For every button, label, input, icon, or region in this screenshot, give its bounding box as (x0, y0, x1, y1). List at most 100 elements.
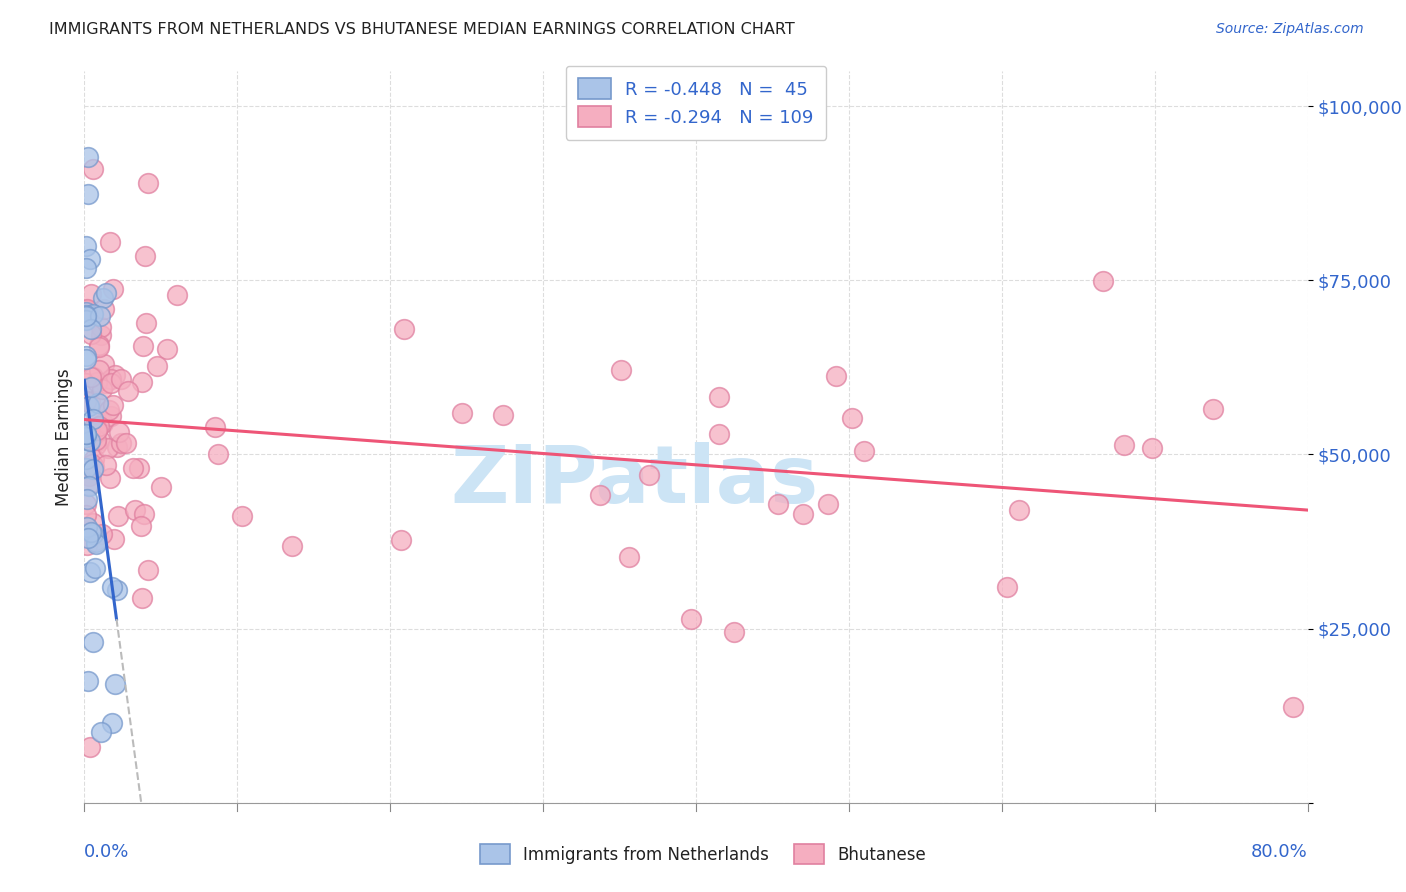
Point (75, 427, 97, 442)
Point (108, 425, 131, 440)
Point (617, 549, 640, 564)
Point (84, 433, 107, 447)
Y-axis label: Median Earnings: Median Earnings (55, 368, 73, 506)
Point (76, 673, 98, 688)
Point (84, 395, 107, 409)
Point (82, 307, 104, 321)
Point (723, 624, 745, 639)
Text: Source: ZipAtlas.com: Source: ZipAtlas.com (1216, 22, 1364, 37)
Point (96, 458, 118, 472)
Point (83, 452, 105, 467)
Point (1008, 503, 1031, 517)
Point (82, 516, 104, 530)
Point (80, 380, 103, 394)
Point (80, 369, 103, 384)
Point (75, 427, 97, 442)
Point (136, 563, 159, 577)
Point (79, 740, 101, 755)
Point (110, 372, 132, 386)
Point (80, 326, 103, 341)
Point (87, 338, 110, 352)
Point (1114, 437, 1136, 451)
Point (100, 409, 122, 424)
Point (77, 400, 100, 414)
Point (82, 462, 104, 476)
Text: 0.0%: 0.0% (84, 843, 129, 861)
Point (76, 301, 98, 316)
Point (75, 260, 97, 275)
Point (103, 533, 125, 547)
Point (91, 526, 114, 541)
Point (79, 566, 101, 580)
Point (87, 363, 110, 377)
Point (853, 444, 876, 458)
Point (492, 408, 515, 422)
Point (90, 319, 112, 334)
Point (79, 434, 101, 448)
Point (117, 384, 139, 399)
Point (76, 491, 98, 506)
Point (98, 403, 121, 417)
Point (76, 477, 98, 491)
Point (105, 440, 128, 454)
Point (79, 394, 101, 409)
Point (82, 412, 104, 426)
Point (90, 382, 112, 396)
Point (825, 369, 848, 384)
Point (281, 539, 304, 553)
Point (204, 420, 226, 434)
Point (638, 467, 661, 482)
Point (134, 249, 156, 263)
Point (103, 399, 125, 413)
Point (100, 372, 122, 386)
Point (132, 507, 155, 521)
Point (77, 479, 100, 493)
Point (100, 376, 122, 390)
Point (76, 150, 98, 164)
Point (75, 308, 97, 322)
Point (131, 591, 153, 606)
Point (84, 533, 107, 547)
Point (77, 530, 100, 544)
Point (75, 239, 97, 253)
Point (135, 316, 157, 330)
Point (75, 376, 97, 391)
Text: IMMIGRANTS FROM NETHERLANDS VS BHUTANESE MEDIAN EARNINGS CORRELATION CHART: IMMIGRANTS FROM NETHERLANDS VS BHUTANESE… (49, 22, 794, 37)
Point (792, 508, 814, 522)
Point (589, 488, 612, 502)
Point (75, 305, 97, 319)
Point (75, 302, 97, 317)
Point (75, 352, 97, 367)
Point (76, 187, 98, 202)
Point (82, 526, 104, 541)
Point (709, 427, 731, 442)
Point (75, 349, 97, 363)
Point (82, 162, 104, 177)
Legend: Immigrants from Netherlands, Bhutanese: Immigrants from Netherlands, Bhutanese (474, 838, 932, 871)
Point (89, 418, 111, 433)
Point (1202, 401, 1225, 416)
Point (75, 508, 97, 522)
Point (87, 396, 110, 410)
Point (93, 357, 115, 371)
Point (681, 612, 703, 626)
Point (86, 423, 108, 437)
Point (83, 459, 105, 474)
Point (841, 411, 863, 425)
Point (101, 282, 124, 296)
Point (89, 340, 111, 354)
Point (89, 433, 111, 447)
Point (90, 725, 112, 739)
Point (75, 460, 97, 475)
Point (124, 503, 146, 517)
Point (107, 509, 129, 524)
Point (86, 424, 108, 438)
Point (75, 498, 97, 512)
Point (610, 362, 633, 376)
Legend: R = -0.448   N =  45, R = -0.294   N = 109: R = -0.448 N = 45, R = -0.294 N = 109 (565, 66, 827, 140)
Point (86, 438, 108, 452)
Point (90, 328, 112, 343)
Point (389, 533, 412, 547)
Point (86, 375, 108, 389)
Point (75, 427, 97, 442)
